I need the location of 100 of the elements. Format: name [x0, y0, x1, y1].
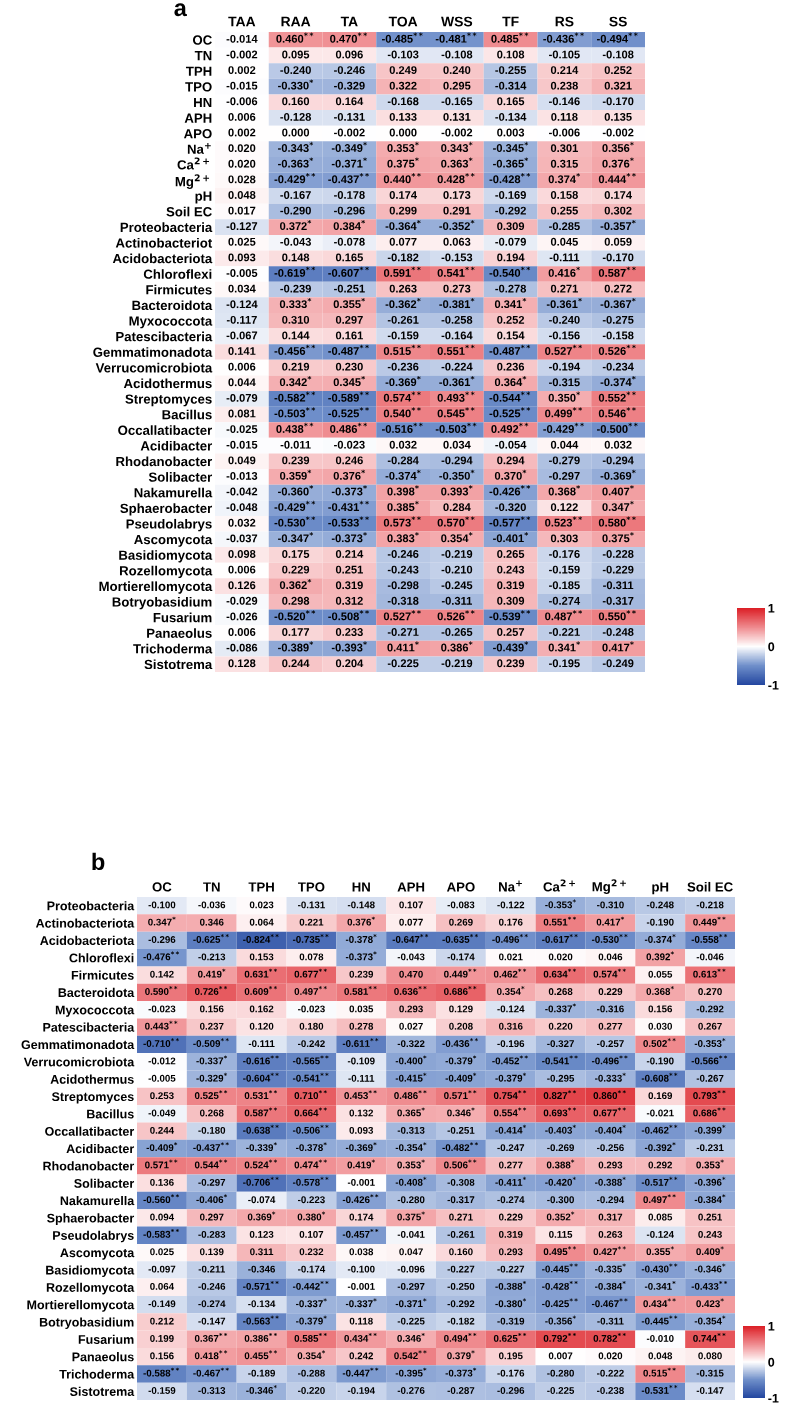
data-label: 0.035	[349, 1005, 374, 1013]
data-label: -0.013	[226, 471, 258, 480]
y-tick-label: TN	[194, 51, 212, 61]
data-label: -0.167	[280, 191, 311, 199]
data-label: -0.638$^{**}$	[243, 1124, 279, 1134]
data-label: 0.375$^{*}$	[387, 157, 419, 168]
data-label: -0.320	[495, 503, 526, 512]
data-label: 0.416$^{*}$	[548, 266, 581, 277]
data-label: -0.288	[298, 1369, 325, 1377]
data-label: 0.232	[299, 1248, 324, 1256]
data-label: -0.456$^{**}$	[274, 344, 316, 355]
data-label: 0.317	[598, 1213, 623, 1221]
y-tick-label: Mortierellomycota	[27, 1300, 135, 1312]
data-label: 0.212	[150, 1317, 174, 1325]
data-label: 0.462$^{**}$	[493, 968, 527, 978]
data-label: 0.392$^{*}$	[646, 951, 674, 961]
data-label: -0.002	[602, 128, 634, 137]
data-label: -0.182	[387, 253, 419, 262]
data-label: -0.225	[387, 659, 419, 668]
data-label: 0.027	[399, 1022, 423, 1030]
data-label: -0.350$^{*}$	[439, 469, 475, 480]
data-label: -0.147	[198, 1317, 226, 1325]
data-label: -0.292	[495, 206, 526, 215]
data-label: -0.229	[602, 565, 634, 574]
data-label: -0.247	[497, 1144, 525, 1152]
x-tick-label: TF	[502, 16, 519, 27]
data-label: -0.234	[602, 362, 634, 371]
data-label: -0.111	[348, 1074, 375, 1082]
data-label: 0.108	[497, 50, 525, 59]
y-tick-label: Basidiomycota	[119, 550, 213, 563]
data-label: -0.625$^{**}$	[193, 934, 229, 943]
data-label: -0.604$^{**}$	[243, 1072, 279, 1082]
data-label: 0.046	[598, 953, 623, 961]
data-label: -0.134	[248, 1300, 276, 1308]
data-label: -0.210	[441, 565, 473, 574]
data-label: 0.571$^{**}$	[145, 1159, 178, 1169]
data-label: -0.503$^{**}$	[435, 422, 477, 433]
data-label: 0.423$^{*}$	[696, 1298, 724, 1308]
data-label: -0.399$^{*}$	[694, 1124, 726, 1134]
data-label: 0.095	[282, 50, 310, 59]
data-label: -0.240	[549, 315, 580, 324]
data-label: 0.585$^{**}$	[294, 1332, 327, 1342]
data-label: 0.587$^{**}$	[244, 1107, 278, 1117]
data-label: -0.046	[696, 953, 724, 961]
data-label: -0.276	[397, 1387, 425, 1394]
data-label: 0.506$^{**}$	[444, 1159, 477, 1169]
data-label: 0.346	[199, 918, 224, 926]
data-label: 0.160	[282, 97, 310, 106]
data-label: 0.744$^{**}$	[693, 1332, 726, 1342]
data-label: 0.515$^{**}$	[383, 344, 421, 355]
data-label: -0.239	[280, 284, 311, 293]
data-label: -0.246	[334, 66, 365, 75]
y-tick-label: Mg$^{2+}$	[175, 174, 210, 189]
data-label: -0.354$^{*}$	[395, 1142, 427, 1152]
data-label: -0.108	[602, 50, 634, 59]
data-label: 0.350$^{*}$	[548, 391, 581, 402]
data-label: -0.317	[447, 1196, 475, 1204]
data-label: -0.558$^{**}$	[691, 934, 728, 943]
data-label: -0.267	[696, 1074, 724, 1082]
data-label: -0.374$^{*}$	[385, 469, 421, 480]
data-label: -0.353$^{*}$	[694, 1038, 726, 1047]
data-label: 0.570$^{**}$	[437, 516, 475, 527]
data-label: -0.315	[696, 1369, 724, 1377]
data-label: -0.378$^{*}$	[345, 934, 377, 943]
data-label: -0.563$^{**}$	[243, 1315, 279, 1325]
y-tick-label: Actinobacteriota	[35, 918, 135, 928]
data-label: 0.177	[282, 628, 310, 636]
data-label: 0.526$^{**}$	[598, 344, 636, 355]
data-label: -0.353$^{*}$	[545, 899, 576, 909]
data-label: 0.044	[550, 440, 579, 449]
data-label: 0.495$^{**}$	[543, 1246, 577, 1256]
y-tick-label: Acidibacter	[66, 1143, 135, 1154]
data-label: 0.388$^{*}$	[546, 1159, 575, 1169]
data-label: 0.460$^{**}$	[276, 32, 314, 43]
data-label: 0.319	[497, 581, 525, 590]
data-label: -0.195	[549, 659, 580, 668]
data-label: -0.300	[547, 1196, 574, 1204]
data-label: -0.225	[547, 1387, 575, 1394]
data-label: 0.545$^{**}$	[437, 407, 475, 418]
data-label: 0.081	[228, 409, 256, 418]
data-label: -0.078	[334, 237, 365, 246]
data-label: -0.174	[298, 1265, 326, 1273]
data-label: 0.273	[443, 284, 471, 293]
data-label: 0.636$^{**}$	[394, 986, 427, 995]
data-label: 0.023	[249, 901, 274, 909]
y-tick-label: Acidobacteriota	[40, 935, 135, 946]
y-tick-label: Pseudolabrys	[126, 518, 212, 532]
data-label: -0.280	[547, 1369, 574, 1377]
data-label: 0.277	[498, 1161, 523, 1169]
data-label: 0.267	[698, 1022, 722, 1030]
data-label: 0.047	[399, 1248, 423, 1256]
data-label: 0.365$^{*}$	[397, 1107, 425, 1117]
data-label: -0.124	[497, 1005, 525, 1013]
x-tick-label: TA	[340, 16, 358, 27]
data-label: 0.255	[550, 206, 578, 215]
y-tick-label: Myxococcota	[55, 1005, 135, 1017]
data-label: -0.346	[248, 1265, 276, 1273]
data-label: -0.279	[549, 456, 580, 465]
data-label: 0.293	[399, 1005, 423, 1013]
data-label: -0.274	[198, 1300, 226, 1308]
